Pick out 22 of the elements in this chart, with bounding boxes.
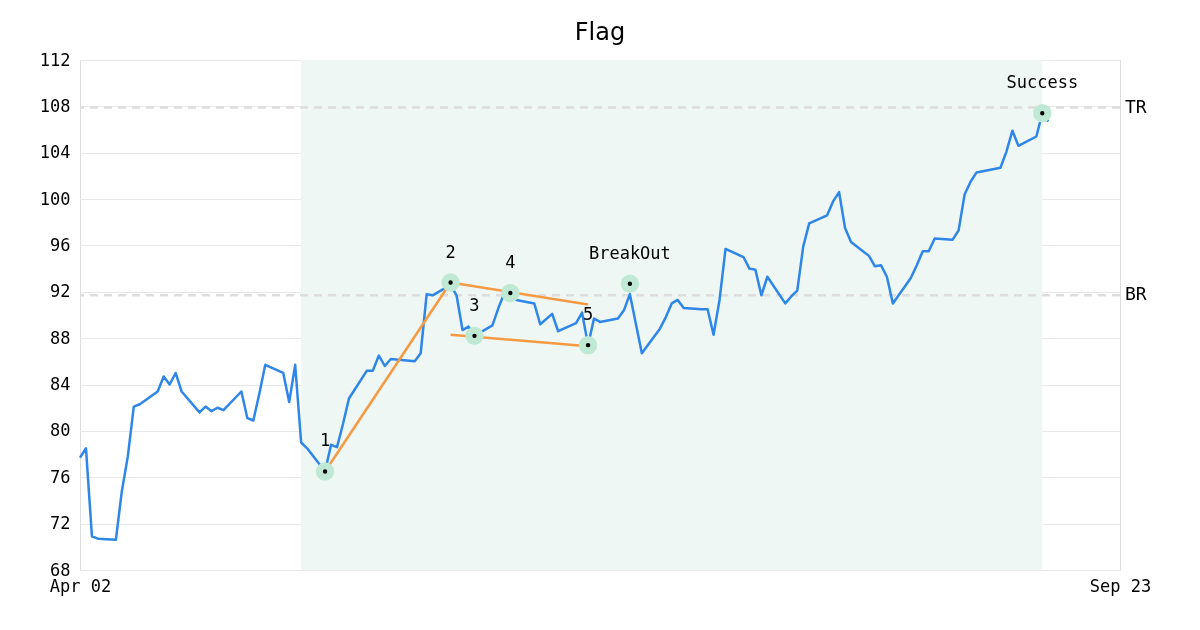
- annotation: 3: [469, 294, 480, 315]
- ref-line-label: TR: [1125, 95, 1147, 117]
- annotation: 1: [319, 430, 331, 451]
- y-tick-label: 72: [50, 513, 71, 534]
- y-tick-label: 108: [39, 95, 71, 116]
- y-tick-label: 100: [39, 188, 71, 209]
- y-tick-label: 104: [39, 142, 71, 163]
- y-tick-label: 92: [50, 281, 71, 302]
- chart-title: Flag: [574, 18, 626, 46]
- ref-line-label: BR: [1125, 283, 1147, 305]
- y-tick-label: 88: [50, 327, 71, 348]
- y-tick-label: 96: [50, 234, 71, 255]
- y-tick-label: 112: [39, 49, 71, 70]
- annotation: 4: [505, 251, 516, 272]
- annotation: BreakOut: [588, 242, 671, 263]
- y-tick-label: 80: [50, 420, 71, 441]
- annotation: Success: [1006, 72, 1079, 93]
- y-tick-label: 84: [50, 374, 71, 395]
- y-tick-label: 76: [50, 466, 71, 487]
- annotation: 5: [582, 304, 594, 325]
- x-tick-label: Sep 23: [1089, 575, 1152, 596]
- annotation: 2: [445, 241, 456, 262]
